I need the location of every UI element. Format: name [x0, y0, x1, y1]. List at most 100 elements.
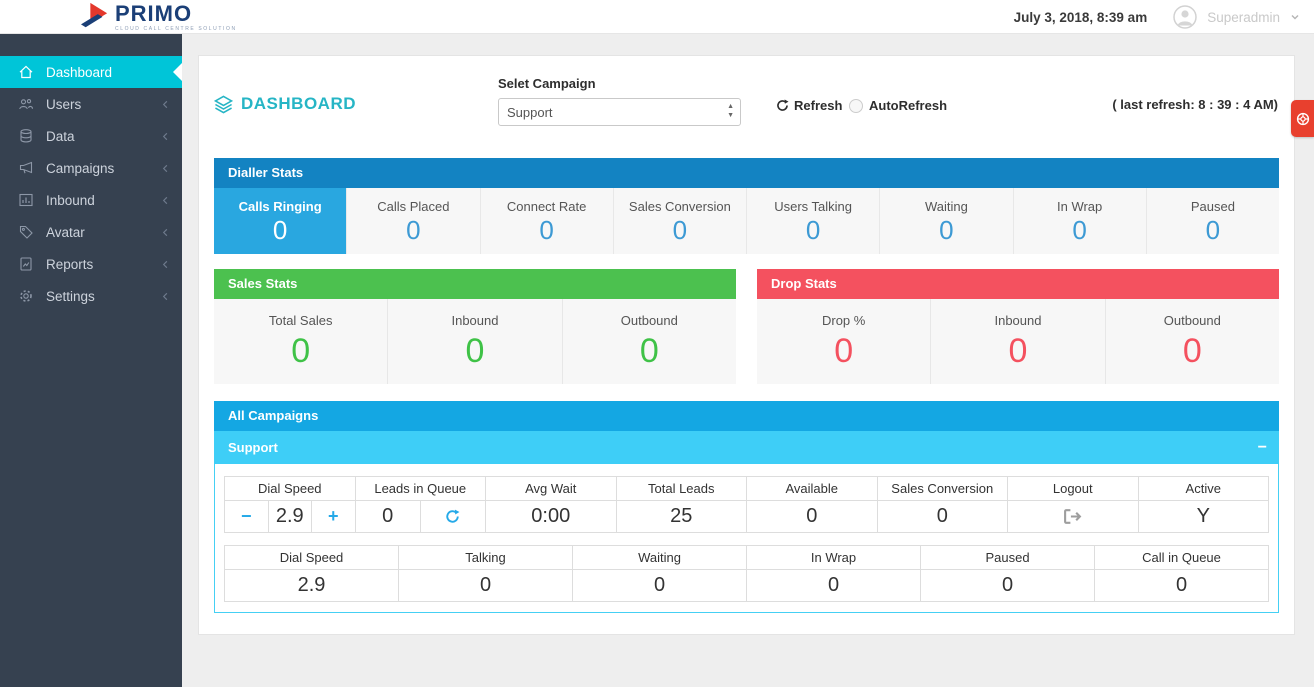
available-value: 0	[806, 505, 818, 527]
all-campaigns-title: All Campaigns	[214, 401, 1279, 431]
sidebar-item-avatar[interactable]: Avatar	[0, 216, 182, 248]
tab-calls-placed[interactable]: Calls Placed 0	[347, 188, 481, 254]
campaign-support-header[interactable]: Support −	[214, 431, 1279, 464]
stat-sales-inbound: Inbound 0	[388, 299, 563, 384]
column-header: Total Leads	[616, 477, 746, 501]
tab-value: 0	[1072, 215, 1087, 245]
stat-label: Inbound	[451, 313, 499, 328]
sidebar-item-reports[interactable]: Reports	[0, 248, 182, 280]
col-active: Active Y	[1138, 477, 1268, 532]
drop-stats-panel: Drop Stats Drop % 0 Inbound 0 Outbound 0	[757, 269, 1279, 384]
autorefresh-control: AutoRefresh	[849, 98, 947, 113]
waiting-value: 0	[653, 574, 666, 596]
chevron-left-icon	[162, 164, 168, 172]
users-icon	[19, 99, 34, 110]
dial-speed-decrease-button[interactable]: −	[225, 501, 269, 532]
stat-label: Outbound	[620, 313, 678, 328]
col-dial-speed-2: Dial Speed 2.9	[225, 546, 399, 601]
chevron-down-icon[interactable]	[1290, 12, 1300, 22]
tab-users-talking[interactable]: Users Talking 0	[747, 188, 881, 254]
tab-sales-conversion[interactable]: Sales Conversion 0	[614, 188, 747, 254]
tab-paused[interactable]: Paused 0	[1147, 188, 1279, 254]
autorefresh-radio[interactable]	[849, 98, 863, 113]
tab-waiting[interactable]: Waiting 0	[880, 188, 1014, 254]
tab-value: 0	[672, 215, 688, 245]
stat-value: 0	[639, 332, 659, 370]
column-header: Logout	[1008, 477, 1138, 501]
sidebar-item-users[interactable]: Users	[0, 88, 182, 120]
sidebar-item-label: Data	[46, 128, 75, 144]
drop-stats-title: Drop Stats	[757, 269, 1279, 299]
sales-stats-panel: Sales Stats Total Sales 0 Inbound 0 Outb…	[214, 269, 736, 384]
dial-speed-2-value: 2.9	[297, 574, 326, 596]
tag-icon	[19, 225, 33, 239]
col-paused: Paused 0	[921, 546, 1095, 601]
dial-speed-increase-button[interactable]: +	[327, 506, 339, 526]
tab-connect-rate[interactable]: Connect Rate 0	[481, 188, 614, 254]
dialler-stats-tabs: Calls Ringing 0 Calls Placed 0 Connect R…	[214, 188, 1279, 254]
paused-value: 0	[1001, 574, 1014, 596]
sidebar-item-inbound[interactable]: Inbound	[0, 184, 182, 216]
column-header: Waiting	[573, 546, 746, 570]
chevron-left-icon	[162, 228, 168, 236]
reload-leads-icon[interactable]	[445, 509, 460, 524]
chevron-left-icon	[162, 100, 168, 108]
column-header: Dial Speed	[225, 477, 355, 501]
col-avg-wait: Avg Wait 0:00	[486, 477, 617, 532]
tab-label: Calls Ringing	[238, 199, 322, 214]
tab-label: In Wrap	[1056, 199, 1103, 214]
top-bar: PRIMO CLOUD CALL CENTRE SOLUTION July 3,…	[0, 0, 1314, 34]
tab-value: 0	[539, 215, 554, 245]
database-icon	[20, 129, 32, 143]
column-header: Leads in Queue	[355, 477, 485, 501]
sidebar-item-label: Reports	[46, 256, 94, 272]
chevron-left-icon	[162, 132, 168, 140]
gear-icon	[20, 290, 32, 302]
chevron-left-icon	[162, 260, 168, 268]
logout-icon[interactable]	[1063, 508, 1082, 525]
layers-icon	[214, 95, 233, 113]
last-refresh-text: ( last refresh: 8 : 39 : 4 AM)	[1112, 97, 1278, 112]
sidebar-item-label: Campaigns	[46, 160, 115, 176]
column-header: In Wrap	[747, 546, 920, 570]
sidebar-item-label: Avatar	[46, 224, 85, 240]
megaphone-icon	[19, 161, 33, 174]
tab-label: Paused	[1190, 199, 1235, 214]
main-content: DASHBOARD Selet Campaign Support ▲ ▼ Refr…	[182, 34, 1314, 687]
stat-label: Inbound	[994, 313, 1042, 328]
help-edge-tab[interactable]	[1291, 100, 1314, 137]
sidebar-item-settings[interactable]: Settings	[0, 280, 182, 312]
tab-value: 0	[805, 215, 821, 245]
sales-stats-title: Sales Stats	[214, 269, 736, 299]
sidebar-item-dashboard[interactable]: Dashboard	[0, 56, 182, 88]
stat-value: 0	[1008, 332, 1028, 370]
dashboard-card: DASHBOARD Selet Campaign Support ▲ ▼ Refr…	[198, 55, 1295, 635]
talking-value: 0	[479, 574, 492, 596]
sidebar-item-label: Settings	[46, 288, 95, 304]
tab-in-wrap[interactable]: In Wrap 0	[1014, 188, 1147, 254]
stat-sales-outbound: Outbound 0	[563, 299, 736, 384]
col-sales-conversion: Sales Conversion 0	[877, 477, 1008, 532]
user-avatar-icon[interactable]	[1173, 5, 1197, 29]
page-title: DASHBOARD	[214, 94, 356, 114]
column-header: Talking	[399, 546, 572, 570]
col-in-wrap: In Wrap 0	[747, 546, 921, 601]
sidebar-item-campaigns[interactable]: Campaigns	[0, 152, 182, 184]
col-available: Available 0	[747, 477, 878, 532]
tab-calls-ringing[interactable]: Calls Ringing 0	[214, 188, 348, 254]
dialler-stats-title: Dialler Stats	[214, 158, 1279, 188]
campaign-select[interactable]: Support	[498, 98, 741, 126]
chevron-left-icon	[162, 196, 168, 204]
select-campaign-label: Selet Campaign	[498, 76, 596, 91]
column-header: Sales Conversion	[877, 477, 1007, 501]
total-leads-value: 25	[670, 505, 693, 527]
current-datetime: July 3, 2018, 8:39 am	[1013, 9, 1148, 25]
campaign-select-group: Selet Campaign Support ▲ ▼	[498, 76, 741, 126]
stat-total-sales: Total Sales 0	[214, 299, 389, 384]
sidebar-item-label: Users	[46, 96, 82, 112]
tab-label: Sales Conversion	[628, 199, 731, 214]
sidebar-item-data[interactable]: Data	[0, 120, 182, 152]
refresh-button[interactable]: Refresh	[776, 98, 842, 113]
collapse-button[interactable]: −	[1257, 439, 1267, 456]
username-label[interactable]: Superadmin	[1207, 9, 1280, 25]
